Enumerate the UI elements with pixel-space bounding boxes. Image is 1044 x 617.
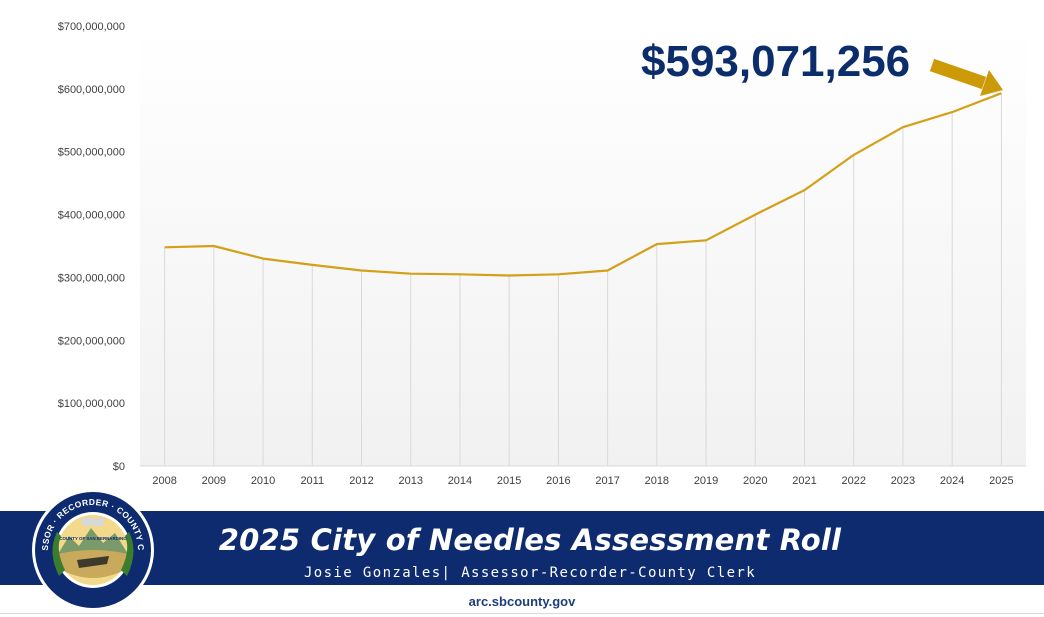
x-tick-label: 2013 (398, 475, 422, 487)
x-tick-label: 2010 (251, 475, 275, 487)
x-tick-label: 2018 (645, 475, 669, 487)
x-tick-label: 2025 (989, 475, 1013, 487)
assessment-line-chart: $0 $100,000,000 $200,000,000 $300,000,000 $4… (58, 21, 1026, 487)
latest-value-callout: $593,071,256 (641, 37, 910, 86)
banner-title: 2025 City of Needles Assessment Roll (218, 523, 842, 557)
x-tick-label: 2024 (940, 475, 964, 487)
y-tick-label: $400,000,000 (58, 210, 125, 222)
x-tick-label: 2012 (349, 475, 373, 487)
x-tick-label: 2020 (743, 475, 767, 487)
y-tick-label: $700,000,000 (58, 21, 125, 33)
footer-divider (0, 613, 1044, 614)
county-seal-logo: ASSESSOR · RECORDER · COUNTY CLERK COUNT… (31, 488, 154, 611)
x-tick-label: 2019 (694, 475, 718, 487)
y-tick-label: $0 (113, 461, 125, 473)
y-tick-label: $500,000,000 (58, 147, 125, 159)
x-tick-label: 2017 (595, 475, 619, 487)
x-tick-label: 2016 (546, 475, 570, 487)
banner-subtitle: Josie Gonzales| Assessor-Recorder-County… (303, 565, 757, 581)
y-tick-label: $100,000,000 (58, 398, 125, 410)
x-tick-label: 2022 (841, 475, 865, 487)
x-tick-label: 2021 (792, 475, 816, 487)
y-tick-label: $200,000,000 (58, 335, 125, 347)
x-tick-label: 2014 (448, 475, 472, 487)
plot-area (140, 26, 1026, 466)
x-tick-label: 2023 (891, 475, 915, 487)
callout-arrow-icon (929, 58, 1003, 96)
x-tick-label: 2011 (300, 475, 324, 487)
y-tick-label: $300,000,000 (58, 272, 125, 284)
assessment-value-line (164, 92, 1002, 277)
title-banner: 2025 City of Needles Assessment Roll Jos… (0, 511, 1044, 585)
x-tick-label: 2015 (497, 475, 521, 487)
x-tick-label: 2008 (152, 475, 176, 487)
y-tick-label: $600,000,000 (58, 84, 125, 96)
svg-text:COUNTY OF SAN BERNARDINO: COUNTY OF SAN BERNARDINO (59, 536, 127, 541)
website-link[interactable]: arc.sbcounty.gov (468, 594, 576, 609)
x-tick-label: 2009 (202, 475, 226, 487)
